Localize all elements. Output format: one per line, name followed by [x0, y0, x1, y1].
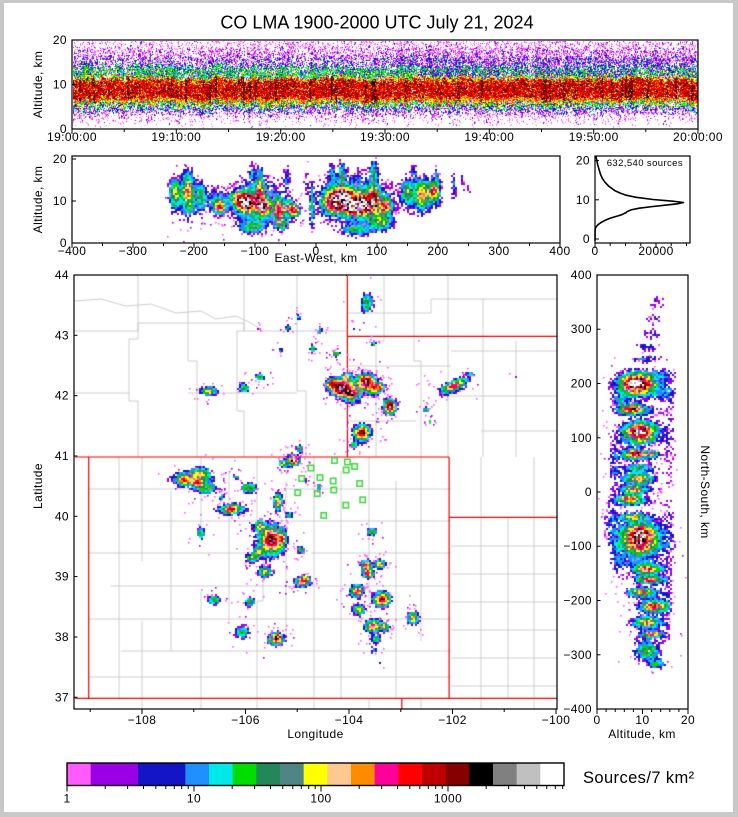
svg-text:0: 0 — [312, 244, 319, 258]
svg-text:Altitude, km: Altitude, km — [31, 51, 45, 119]
svg-text:44: 44 — [55, 268, 69, 282]
svg-text:19:00:00: 19:00:00 — [47, 130, 97, 144]
svg-text:20:00:00: 20:00:00 — [673, 130, 723, 144]
svg-text:19:50:00: 19:50:00 — [569, 130, 619, 144]
svg-text:Altitude, km: Altitude, km — [608, 727, 676, 741]
svg-text:0: 0 — [591, 244, 598, 258]
svg-text:300: 300 — [488, 244, 509, 258]
svg-text:40: 40 — [55, 509, 69, 523]
svg-text:−104: −104 — [335, 713, 364, 727]
svg-text:−300: −300 — [119, 244, 148, 258]
svg-text:632,540 sources: 632,540 sources — [607, 158, 683, 169]
svg-text:−106: −106 — [231, 713, 260, 727]
svg-text:41: 41 — [55, 449, 69, 463]
svg-text:100: 100 — [310, 792, 331, 806]
svg-text:10: 10 — [53, 78, 67, 92]
svg-text:−100: −100 — [542, 713, 571, 727]
svg-text:42: 42 — [55, 389, 69, 403]
svg-text:10: 10 — [635, 713, 649, 727]
svg-text:19:30:00: 19:30:00 — [360, 130, 410, 144]
svg-text:−200: −200 — [563, 594, 592, 608]
svg-text:10: 10 — [576, 193, 590, 207]
svg-text:−102: −102 — [438, 713, 467, 727]
svg-text:20: 20 — [681, 713, 695, 727]
svg-text:−400: −400 — [58, 244, 87, 258]
svg-text:38: 38 — [55, 630, 69, 644]
svg-text:200: 200 — [571, 377, 592, 391]
svg-text:300: 300 — [571, 322, 592, 336]
svg-text:East-West, km: East-West, km — [275, 251, 358, 265]
svg-text:0: 0 — [583, 232, 590, 246]
svg-text:400: 400 — [571, 268, 592, 282]
svg-text:20: 20 — [53, 33, 67, 47]
svg-text:−100: −100 — [563, 539, 592, 553]
svg-text:19:10:00: 19:10:00 — [151, 130, 201, 144]
svg-text:0: 0 — [585, 485, 592, 499]
svg-text:Longitude: Longitude — [287, 727, 343, 741]
svg-text:200: 200 — [427, 244, 448, 258]
svg-text:20: 20 — [53, 152, 67, 166]
svg-text:100: 100 — [571, 431, 592, 445]
svg-text:19:40:00: 19:40:00 — [464, 130, 514, 144]
svg-text:100: 100 — [366, 244, 387, 258]
svg-text:−400: −400 — [563, 702, 592, 716]
svg-text:19:20:00: 19:20:00 — [256, 130, 306, 144]
svg-text:10: 10 — [187, 792, 201, 806]
svg-text:Sources/7 km²: Sources/7 km² — [583, 769, 695, 787]
svg-text:37: 37 — [55, 690, 69, 704]
svg-text:−108: −108 — [128, 713, 157, 727]
svg-text:43: 43 — [55, 328, 69, 342]
svg-text:20: 20 — [576, 154, 590, 168]
svg-text:39: 39 — [55, 570, 69, 584]
svg-text:0: 0 — [60, 122, 67, 136]
svg-text:Latitude: Latitude — [31, 463, 45, 509]
svg-text:−200: −200 — [180, 244, 209, 258]
svg-text:10: 10 — [53, 194, 67, 208]
svg-text:1: 1 — [63, 792, 70, 806]
svg-text:400: 400 — [549, 244, 570, 258]
svg-text:−300: −300 — [563, 648, 592, 662]
svg-text:North-South, km: North-South, km — [698, 445, 712, 538]
svg-text:0: 0 — [593, 713, 600, 727]
svg-text:1000: 1000 — [434, 792, 462, 806]
svg-text:20000: 20000 — [638, 244, 673, 258]
svg-text:−100: −100 — [241, 244, 270, 258]
svg-text:CO LMA 1900-2000 UTC July 21,: CO LMA 1900-2000 UTC July 21, 2024 — [220, 13, 533, 33]
svg-text:Altitude, km: Altitude, km — [31, 166, 45, 234]
svg-text:0: 0 — [60, 236, 67, 250]
